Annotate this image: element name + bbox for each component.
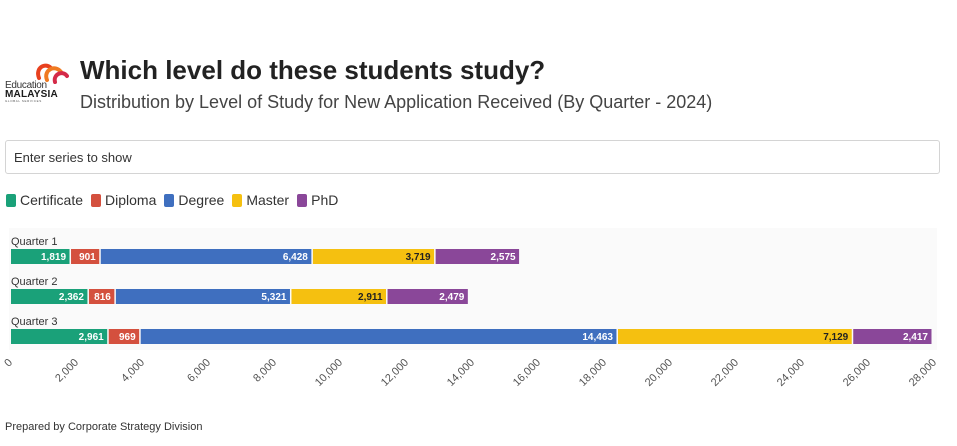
x-tick-label: 18,000 <box>577 357 609 389</box>
x-tick-label: 6,000 <box>185 357 213 385</box>
bar-segment-phd <box>435 249 520 264</box>
footer-credit: Prepared by Corporate Strategy Division <box>5 421 203 433</box>
logo-text-malaysia: MALAYSIA <box>5 89 58 100</box>
data-label: 1,819 <box>41 252 66 263</box>
x-tick-label: 0 <box>2 357 15 370</box>
series-filter-input[interactable] <box>5 140 940 174</box>
bar-segment-phd <box>853 329 932 344</box>
data-label: 7,129 <box>823 332 848 343</box>
x-tick-label: 20,000 <box>643 357 675 389</box>
legend-label: Master <box>246 192 290 208</box>
bar-segment-phd <box>387 289 468 304</box>
bar-segment-degree <box>115 289 290 304</box>
category-label: Quarter 2 <box>11 276 57 288</box>
logo-text-global-services: GLOBAL SERVICES <box>5 99 42 103</box>
x-tick-label: 10,000 <box>313 357 345 389</box>
legend-swatch <box>297 193 308 207</box>
data-label: 2,911 <box>358 292 383 303</box>
bar-segment-diploma <box>108 329 140 344</box>
legend-swatch <box>91 193 102 207</box>
x-tick-label: 4,000 <box>119 357 147 385</box>
education-malaysia-logo: Education MALAYSIA GLOBAL SERVICES <box>5 58 73 103</box>
legend-item-certificate[interactable]: Certificate <box>6 192 83 208</box>
data-label: 5,321 <box>261 292 286 303</box>
logo-text-education: Education <box>5 80 47 91</box>
x-tick-label: 12,000 <box>379 357 411 389</box>
legend-item-degree[interactable]: Degree <box>164 192 224 208</box>
page-title: Which level do these students study? <box>80 55 546 85</box>
data-label: 6,428 <box>283 252 308 263</box>
x-tick-label: 16,000 <box>511 357 543 389</box>
data-label: 2,362 <box>59 292 84 303</box>
legend-swatch <box>164 193 175 207</box>
bar-segment-certificate <box>11 249 70 264</box>
legend-label: Certificate <box>20 192 84 208</box>
x-tick-label: 2,000 <box>53 357 81 385</box>
category-label: Quarter 1 <box>11 236 57 248</box>
legend-item-master[interactable]: Master <box>232 192 289 208</box>
legend-item-phd[interactable]: PhD <box>297 192 338 208</box>
logo-swirl-icon <box>36 63 69 84</box>
chart-legend: Certificate Diploma Degree Master PhD <box>6 192 346 208</box>
x-tick-label: 28,000 <box>907 357 939 389</box>
data-label: 901 <box>79 252 96 263</box>
x-tick-label: 8,000 <box>251 357 279 385</box>
legend-label: Diploma <box>105 192 157 208</box>
legend-label: PhD <box>311 192 339 208</box>
category-label: Quarter 3 <box>11 316 57 328</box>
data-label: 2,417 <box>903 332 928 343</box>
x-tick-label: 14,000 <box>445 357 477 389</box>
data-label: 2,961 <box>79 332 104 343</box>
data-label: 2,479 <box>439 292 464 303</box>
data-label: 969 <box>119 332 136 343</box>
x-tick-label: 22,000 <box>709 357 741 389</box>
data-label: 3,719 <box>406 252 431 263</box>
bar-segment-diploma <box>71 249 100 264</box>
legend-swatch <box>6 193 16 207</box>
data-label: 816 <box>94 292 111 303</box>
bar-segment-master <box>312 249 435 264</box>
stacked-bar-chart: Quarter 1 1,819 901 6,428 3,719 2,575 Quarter … <box>2 228 939 389</box>
legend-swatch <box>232 193 243 207</box>
bar-segment-master <box>291 289 387 304</box>
bar-segment-degree <box>140 329 617 344</box>
bar-segment-master <box>617 329 852 344</box>
legend-item-diploma[interactable]: Diploma <box>91 192 156 208</box>
bar-segment-degree <box>100 249 312 264</box>
page-subtitle: Distribution by Level of Study for New A… <box>80 92 713 112</box>
data-label: 2,575 <box>491 252 516 263</box>
bar-segment-certificate <box>11 289 88 304</box>
bar-segment-certificate <box>11 329 108 344</box>
x-tick-label: 26,000 <box>841 357 873 389</box>
bar-segment-diploma <box>88 289 115 304</box>
legend-label: Degree <box>178 192 225 208</box>
data-label: 14,463 <box>582 332 613 343</box>
x-tick-label: 24,000 <box>775 357 807 389</box>
